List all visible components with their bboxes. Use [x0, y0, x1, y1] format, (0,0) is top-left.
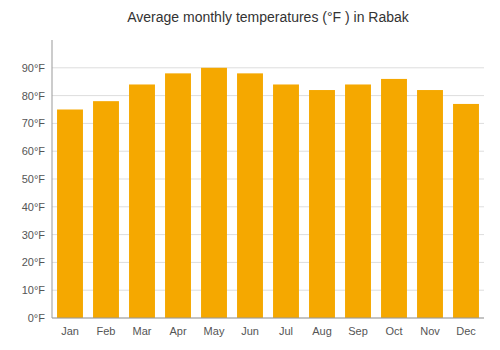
- y-tick-label: 50°F: [22, 173, 46, 185]
- x-axis-line: [52, 318, 484, 319]
- bar: [201, 68, 227, 318]
- x-tick-label: Dec: [456, 325, 476, 337]
- y-tick-label: 20°F: [22, 256, 46, 268]
- y-tick-label: 40°F: [22, 201, 46, 213]
- bar: [165, 73, 191, 318]
- bar: [273, 84, 299, 318]
- x-tick-label: May: [204, 325, 225, 337]
- bar: [453, 104, 479, 318]
- x-tick-label: Jul: [279, 325, 293, 337]
- bar: [381, 79, 407, 318]
- grid-line: [52, 318, 484, 319]
- y-tick-label: 10°F: [22, 284, 46, 296]
- x-tick-label: Nov: [420, 325, 440, 337]
- x-tick-label: Feb: [97, 325, 116, 337]
- y-tick-label: 80°F: [22, 90, 46, 102]
- x-tick-label: Sep: [348, 325, 368, 337]
- bar: [129, 84, 155, 318]
- bar: [237, 73, 263, 318]
- grid-line: [52, 67, 484, 68]
- bars: [57, 68, 479, 318]
- title: Average monthly temperatures (°F ) in Ra…: [127, 9, 410, 25]
- y-tick-label: 0°F: [28, 312, 46, 324]
- y-axis: 0°F 10°F 20°F 30°F 40°F 50°F 60°F 70°F 80°F 90°F: [22, 62, 484, 324]
- y-tick-label: 70°F: [22, 117, 46, 129]
- y-tick-label: 90°F: [22, 62, 46, 74]
- bar: [345, 84, 371, 318]
- x-tick-label: Mar: [133, 325, 152, 337]
- y-tick-label: 60°F: [22, 145, 46, 157]
- y-tick-label: 30°F: [22, 229, 46, 241]
- bar: [57, 110, 83, 319]
- bar: [417, 90, 443, 318]
- bar: [309, 90, 335, 318]
- chart-container: Average monthly temperatures (°F ) in Ra…: [0, 0, 500, 350]
- x-tick-label: Jun: [241, 325, 259, 337]
- x-axis: Jan Feb Mar Apr May Jun Jul Aug Sep Oct Nov Dec: [52, 318, 484, 337]
- x-tick-label: Apr: [169, 325, 186, 337]
- y-axis-line: [52, 40, 53, 318]
- bar: [93, 101, 119, 318]
- x-tick-label: Oct: [385, 325, 402, 337]
- x-tick-label: Jan: [61, 325, 79, 337]
- chart: Average monthly temperatures (°F ) in Ra…: [0, 0, 500, 350]
- x-tick-label: Aug: [312, 325, 332, 337]
